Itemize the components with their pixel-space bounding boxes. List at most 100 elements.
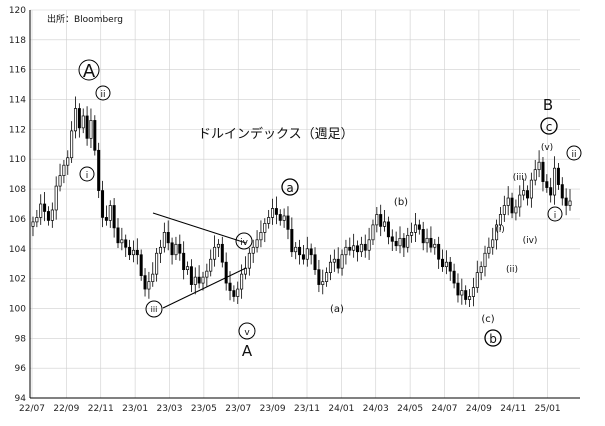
candle-body [560, 184, 564, 199]
x-tick-label: 24/07 [432, 404, 458, 414]
wave-ii-label: ii [100, 90, 105, 100]
wave-iv-circle [235, 232, 253, 250]
x-tick-label: 23/11 [294, 404, 320, 414]
candle-body [533, 169, 537, 181]
chart-title: ドルインデックス（週足） [198, 126, 354, 142]
y-tick-label: 112 [9, 125, 26, 135]
candle-body [386, 221, 390, 238]
wave-ii-circle [95, 85, 111, 101]
candle-body [421, 229, 425, 244]
candle-body [213, 246, 217, 260]
wave-c-circle [540, 117, 558, 135]
candle-body [255, 239, 259, 248]
candle-body [278, 214, 282, 221]
candle-body [479, 266, 483, 273]
candle-body [124, 239, 128, 248]
x-tick-label: 22/11 [88, 404, 114, 414]
x-tick-label: 23/05 [191, 404, 217, 414]
candle-body [228, 282, 232, 291]
candle-body [390, 236, 394, 242]
x-tick-label: 22/09 [53, 404, 79, 414]
candle-body [77, 108, 81, 129]
candle-body [348, 246, 352, 251]
candle-body [267, 217, 271, 224]
candle-body [564, 197, 568, 206]
candle-body [344, 246, 348, 256]
candle-body [491, 239, 495, 248]
wave-iv-label: iv [240, 238, 249, 248]
candle-body [294, 246, 298, 253]
x-tick-label: 23/01 [122, 404, 148, 414]
wave-a-label: a [286, 181, 293, 195]
candle-body [413, 224, 417, 233]
candle-body [379, 214, 383, 227]
candle-body [452, 270, 456, 284]
candle-body [429, 237, 433, 248]
candle-body [247, 252, 251, 269]
candle-body [31, 221, 35, 227]
candle-body [290, 229, 294, 253]
candle-body [549, 187, 553, 196]
candle-body [336, 258, 340, 269]
candle-body [170, 242, 174, 256]
wave-i-label: i [86, 171, 89, 181]
candle-body [128, 246, 132, 256]
x-tick-label: 23/03 [157, 404, 183, 414]
candle-body [425, 237, 429, 244]
candle-body [85, 115, 89, 139]
candle-body [166, 232, 170, 244]
candle-body [506, 197, 510, 206]
wave-iii-label: iii [151, 305, 158, 314]
candle-body [193, 276, 197, 285]
candle-body [197, 276, 201, 284]
candle-body [464, 290, 468, 300]
candle-body [189, 266, 193, 285]
candle-body [143, 275, 147, 290]
candle-body [259, 232, 263, 241]
candle-body [410, 232, 414, 236]
y-tick-label: 96 [15, 364, 27, 374]
candle-body [525, 190, 530, 199]
candle-body [108, 205, 112, 221]
y-tick-label: 110 [9, 155, 26, 165]
candle-body [286, 215, 290, 230]
candle-body [97, 149, 101, 191]
x-tick-label: 24/03 [363, 404, 389, 414]
candle-body [398, 237, 402, 247]
wave-b-label: b [489, 332, 497, 346]
candle-body [58, 175, 62, 187]
x-tick-label: 24/05 [397, 404, 423, 414]
candle-body [394, 240, 398, 247]
candle-body [54, 185, 58, 211]
candle-body [224, 261, 228, 284]
wave-ii-paren-label: (ii) [506, 265, 518, 275]
wave-iii-circle [145, 300, 163, 318]
candle-body [201, 276, 205, 284]
wave-i-right-label: i [554, 211, 557, 221]
candle-body [383, 221, 387, 227]
x-tick-label: 23/09 [260, 404, 286, 414]
candle-body [437, 243, 441, 260]
candle-body [556, 167, 560, 185]
candle-body [340, 254, 344, 269]
wave-v-circle [238, 322, 256, 340]
candle-body [101, 190, 105, 218]
candle-body [375, 214, 379, 226]
candle-body [155, 252, 159, 275]
candle-body [50, 209, 54, 221]
candle-body [487, 246, 491, 254]
candle-body [321, 281, 325, 285]
candle-body [541, 161, 545, 182]
candle-body [352, 245, 356, 251]
triangle-lower-line [162, 267, 247, 309]
candles [31, 96, 572, 307]
candle-body [522, 190, 526, 196]
wave-i-paren-label: (i) [495, 225, 505, 235]
candle-body [81, 115, 85, 129]
candle-body [471, 287, 475, 297]
source-label: 出所：Bloomberg [47, 13, 123, 25]
wave-b-paren-label: (b) [394, 197, 408, 208]
candle-body [433, 243, 437, 248]
